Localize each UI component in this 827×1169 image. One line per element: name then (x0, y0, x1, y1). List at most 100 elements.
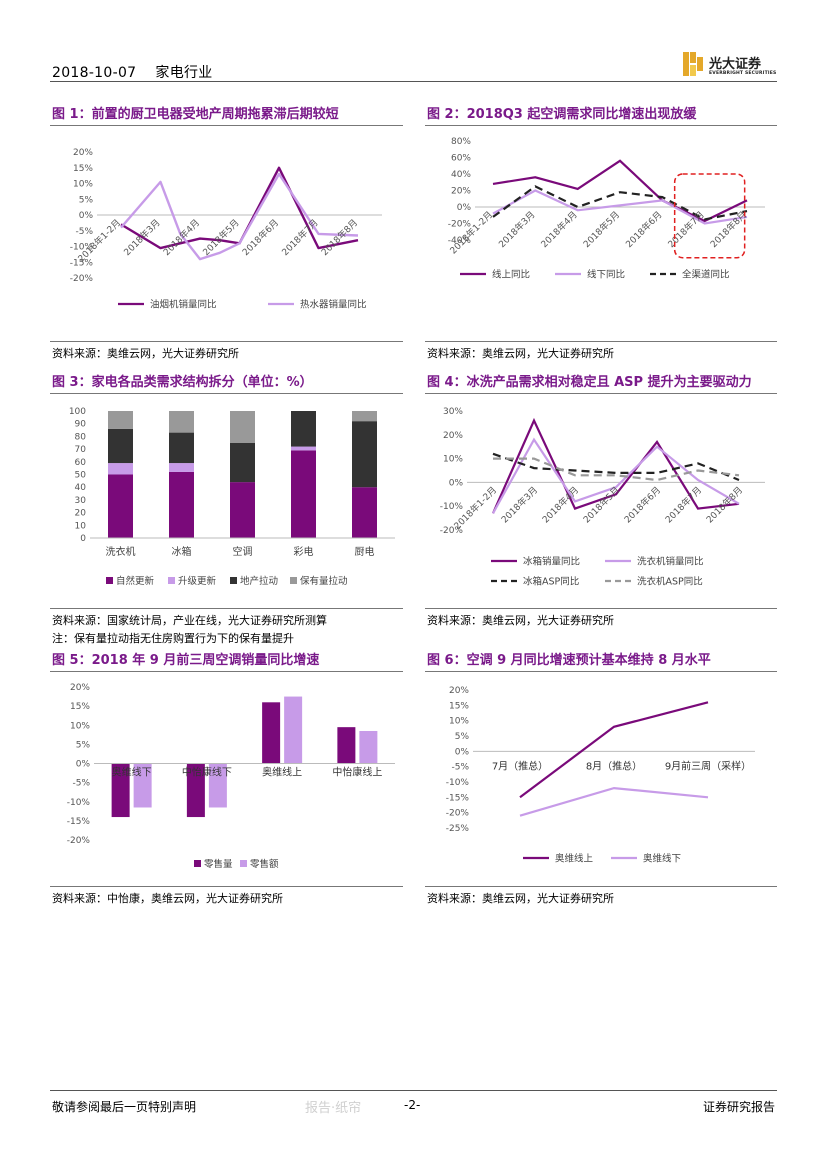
bar-segment (291, 446, 316, 451)
figure-2-bottom-rule (425, 341, 777, 342)
bar-segment (352, 487, 377, 538)
figure-3-bottom-rule (50, 608, 403, 609)
legend-label: 热水器销量同比 (300, 299, 367, 311)
figure-6-source: 资料来源：奥维云网，光大证券研究所 (427, 892, 614, 905)
y-tick-label: 10% (449, 717, 469, 727)
x-tick-label: 2018年1-2月 (447, 209, 495, 257)
bar (133, 763, 152, 808)
x-tick-label: 2018年6月 (622, 484, 663, 525)
legend-swatch (230, 577, 237, 584)
legend-label: 洗衣机ASP同比 (637, 576, 703, 588)
series-line-2 (492, 452, 740, 482)
y-tick-label: 15% (73, 164, 93, 174)
legend-label: 洗衣机销量同比 (637, 556, 704, 568)
y-tick-label: 10% (73, 180, 93, 190)
figure-5-title: 图 5：2018 年 9 月前三周空调销量同比增速 (52, 653, 320, 668)
y-tick-label: 10 (75, 521, 87, 531)
y-tick-label: -15% (446, 793, 470, 803)
y-tick-label: 20% (70, 683, 90, 693)
legend-label: 油烟机销量同比 (150, 299, 217, 311)
legend-swatch (194, 860, 201, 867)
fig6-svg: 20% 15% 10% 5% 0% -5% -10% -15% -20% -25% 7月（推总） 8月… (446, 686, 755, 865)
y-tick-label: 20 (75, 509, 87, 519)
footer-disclaimer: 敬请参阅最后一页特别声明 (52, 1100, 197, 1114)
bar (208, 763, 227, 808)
y-tick-label: -5% (75, 227, 93, 237)
figure-2-title: 图 2：2018Q3 起空调需求同比增速出现放缓 (427, 107, 697, 122)
series-line-1 (519, 786, 709, 817)
figure-1-top-rule (50, 125, 403, 126)
figure-2-top-rule (425, 125, 777, 126)
y-tick-label: -40% (448, 236, 472, 246)
y-tick-label: -15% (67, 817, 91, 827)
y-tick-label: 0% (449, 478, 464, 488)
legend-label: 保有量拉动 (300, 575, 348, 587)
legend-swatch (168, 577, 175, 584)
y-tick-label: 0% (457, 203, 472, 213)
y-tick-label: 40% (451, 170, 471, 180)
logo-icon (683, 52, 703, 76)
y-tick-label: 0 (80, 534, 86, 544)
series-line-1 (492, 189, 748, 225)
bar-segment (108, 463, 133, 475)
y-tick-label: 20% (449, 686, 469, 696)
x-tick-label: 2018年5月 (581, 209, 622, 250)
x-tick-label: 2018年4月 (540, 484, 581, 525)
legend-label: 零售量 (204, 858, 233, 870)
figure-4-title: 图 4：冰洗产品需求相对稳定且 ASP 提升为主要驱动力 (427, 375, 752, 390)
series-line-0 (491, 417, 740, 514)
y-tick-label: 50 (75, 471, 87, 481)
x-tick-label: 2018年1-2月 (75, 217, 123, 265)
bar-segment (291, 411, 316, 447)
y-tick-label: 10% (443, 455, 463, 465)
y-tick-label: 20% (443, 431, 463, 441)
y-tick-label: 70 (75, 445, 87, 455)
y-tick-label: -5% (451, 763, 469, 773)
y-tick-label: 5% (76, 740, 91, 750)
x-tick-label: 2018年7月 (663, 484, 704, 525)
y-tick-label: 100 (69, 407, 86, 417)
y-tick-label: 5% (79, 195, 94, 205)
figure-3-top-rule (50, 393, 403, 394)
figure-6-title: 图 6：空调 9 月同比增速预计基本维持 8 月水平 (427, 653, 711, 668)
x-tick-label: 中怡康线上 (332, 766, 382, 779)
figure-5-bottom-rule (50, 886, 403, 887)
report-date: 2018-10-07 家电行业 (52, 62, 213, 82)
legend-label: 线上同比 (492, 269, 530, 281)
fig1-svg: 20%15%10%5%0%-5%-10%-15%-20%2018年1-2月 201… (70, 148, 382, 311)
figure-1-title: 图 1：前置的厨卫电器受地产周期拖累滞后期较短 (52, 107, 339, 122)
y-tick-label: 60 (75, 458, 87, 468)
bar (284, 696, 303, 764)
series-line-0 (519, 701, 709, 799)
figure-2-source: 资料来源：奥维云网，光大证券研究所 (427, 347, 614, 360)
x-tick-label: 2018年3月 (121, 217, 162, 258)
legend-label: 奥维线下 (643, 853, 681, 865)
x-tick-label: 2018年4月 (538, 209, 579, 250)
figure-6-top-rule (425, 671, 777, 672)
bar (262, 702, 281, 764)
figure-4-bottom-rule (425, 608, 777, 609)
x-tick-label: 奥维线上 (262, 766, 302, 779)
series-line-2 (492, 185, 748, 221)
figure-1-source: 资料来源：奥维云网，光大证券研究所 (52, 347, 239, 360)
page-number: -2- (404, 1098, 421, 1112)
y-tick-label: 90 (75, 420, 87, 430)
y-tick-label: -20% (448, 220, 472, 230)
bar-segment (108, 474, 133, 538)
bar-segment (169, 432, 194, 464)
series-line-0 (492, 159, 748, 223)
x-tick-label: 2018年8月 (319, 217, 360, 258)
legend-swatch (240, 860, 247, 867)
x-tick-label: 彩电 (294, 545, 314, 558)
legend-swatch (290, 577, 297, 584)
y-tick-label: 15% (449, 701, 469, 711)
bar-segment (230, 411, 255, 443)
fig2-svg: 80%60%40%20%0%-20%-40%2018年1-2月 2018年3月 20… (447, 137, 765, 281)
legend-label: 线下同比 (587, 269, 625, 281)
series-line-3 (493, 457, 740, 482)
bar-segment (352, 421, 377, 488)
x-tick-label: 2018年4月 (161, 217, 202, 258)
bar-segment (230, 442, 255, 483)
y-tick-label: 60% (451, 154, 471, 164)
